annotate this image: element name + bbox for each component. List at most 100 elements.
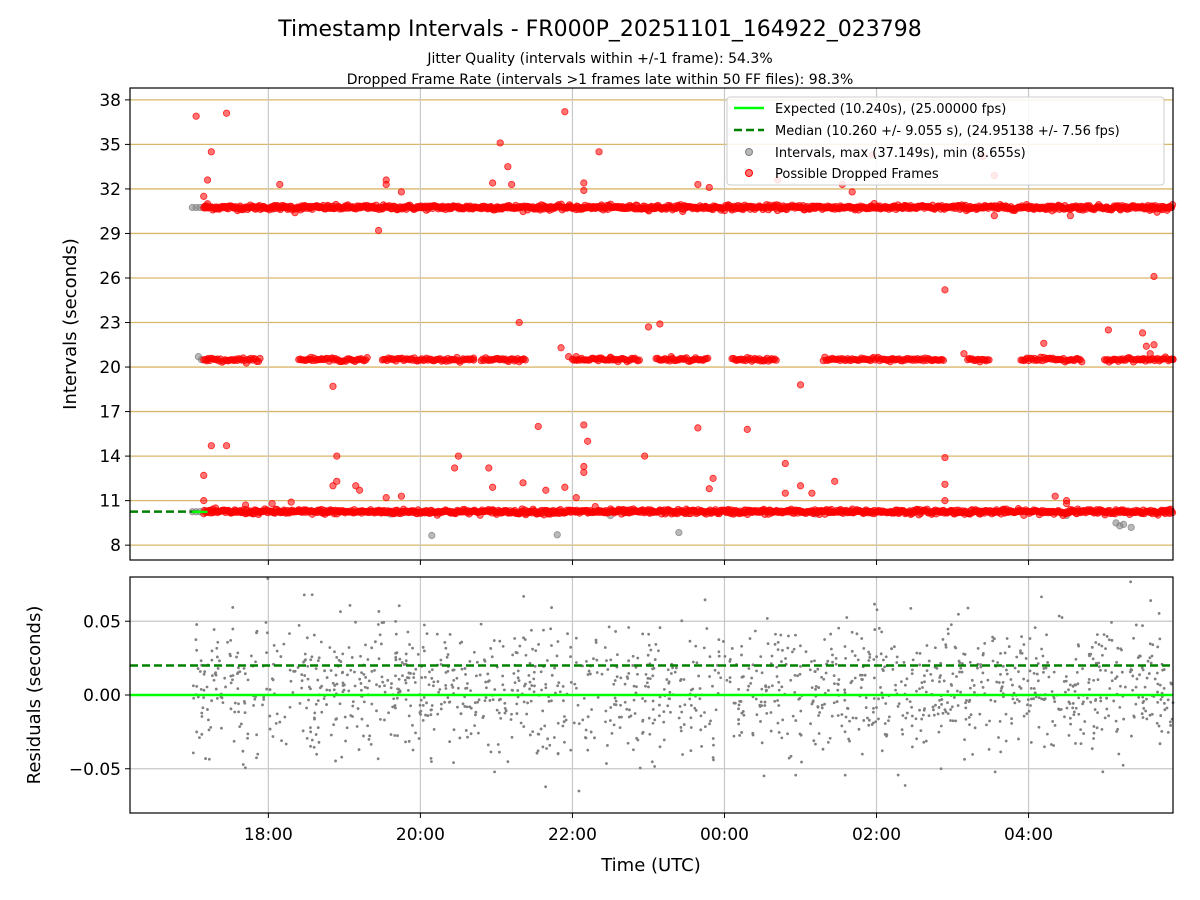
residual-point — [532, 670, 536, 674]
residual-point — [908, 700, 912, 703]
residual-point — [884, 702, 888, 705]
residual-point — [1105, 707, 1109, 711]
residual-point — [379, 642, 383, 646]
residual-point — [238, 725, 242, 729]
residual-point — [628, 708, 631, 712]
chart-subtitle-dropped: Dropped Frame Rate (intervals >1 frames … — [347, 72, 854, 88]
residual-point — [843, 688, 847, 692]
residual-point — [794, 719, 798, 722]
residual-point — [776, 640, 780, 644]
residual-point — [493, 688, 497, 691]
residual-point — [268, 727, 272, 731]
residual-point — [242, 666, 246, 670]
residual-point — [341, 652, 345, 656]
residual-point — [644, 684, 647, 688]
residual-point — [613, 696, 617, 700]
residual-point — [798, 672, 802, 676]
residual-point — [1161, 668, 1165, 672]
residual-point — [359, 688, 363, 692]
residual-point — [574, 661, 578, 664]
dropped-frame-outlier — [542, 486, 550, 494]
residual-point — [271, 678, 275, 682]
residual-point — [946, 701, 949, 705]
dropped-frame-outlier — [848, 188, 856, 196]
residual-point — [439, 663, 443, 666]
residual-point — [1068, 683, 1072, 687]
residual-point — [879, 652, 883, 656]
residual-point — [452, 728, 456, 732]
residual-point — [873, 628, 877, 631]
residual-point — [713, 668, 717, 672]
residual-point — [1037, 696, 1041, 700]
residual-point — [871, 710, 875, 714]
residual-point — [964, 706, 968, 710]
dropped-frame-outlier — [1051, 492, 1059, 500]
residual-point — [780, 685, 784, 689]
residual-point — [964, 717, 968, 721]
residual-point — [967, 700, 971, 704]
residual-point — [592, 657, 595, 661]
residual-point — [937, 706, 941, 709]
residual-point — [376, 757, 380, 761]
residual-point — [754, 697, 758, 701]
residual-point — [439, 658, 443, 662]
residual-point — [618, 726, 622, 730]
residual-point — [309, 744, 312, 748]
residual-point — [1094, 661, 1098, 665]
residual-point — [781, 718, 785, 722]
residual-point — [503, 706, 507, 710]
residual-point — [650, 760, 654, 764]
residual-point — [845, 706, 849, 710]
residual-point — [732, 734, 736, 738]
residual-point — [653, 658, 657, 661]
residual-point — [960, 670, 964, 674]
residual-point — [569, 655, 572, 659]
residual-point — [973, 726, 977, 730]
residual-point — [711, 684, 714, 688]
residual-point — [612, 723, 616, 727]
residual-point — [880, 691, 884, 695]
residual-point — [555, 654, 559, 658]
dropped-frame-outlier — [200, 497, 208, 505]
residual-point — [209, 725, 213, 729]
residual-point — [1149, 661, 1153, 665]
residual-point — [200, 711, 204, 715]
residual-point — [318, 686, 322, 690]
residual-point — [444, 687, 448, 690]
residual-point — [426, 714, 430, 717]
residual-point — [1099, 696, 1102, 700]
residual-point — [894, 688, 897, 692]
residual-point — [1094, 641, 1098, 644]
dropped-frame-outlier — [1062, 499, 1071, 508]
residual-point — [942, 679, 946, 683]
residual-point — [874, 720, 878, 724]
residual-point — [1100, 644, 1104, 648]
residual-point — [366, 658, 370, 661]
residual-point — [212, 628, 216, 631]
residual-point — [626, 741, 630, 745]
residual-point — [1163, 708, 1167, 712]
residual-point — [501, 644, 505, 648]
residual-point — [320, 710, 324, 714]
residual-point — [1010, 717, 1013, 721]
dropped-frame-outlier — [397, 188, 405, 196]
residual-point — [204, 757, 207, 760]
residual-point — [944, 643, 948, 647]
residual-point — [307, 698, 310, 702]
residual-point — [397, 604, 401, 608]
residual-point — [965, 699, 968, 702]
residual-point — [339, 660, 343, 663]
residual-point — [370, 646, 374, 650]
residual-point — [970, 678, 974, 682]
residual-point — [867, 650, 870, 654]
residual-point — [192, 696, 196, 700]
residual-point — [312, 745, 316, 749]
residual-point — [1064, 675, 1068, 678]
residual-point — [325, 688, 329, 692]
residual-point — [938, 676, 942, 679]
residual-point — [667, 681, 671, 685]
residual-point — [588, 672, 592, 676]
residual-point — [1146, 659, 1150, 663]
residual-point — [533, 664, 537, 668]
residual-point — [275, 649, 279, 653]
